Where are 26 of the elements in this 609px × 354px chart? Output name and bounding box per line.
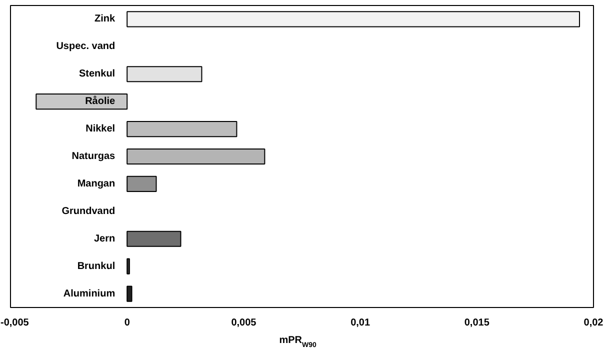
y-tick-label: Jern <box>94 233 116 244</box>
bar <box>126 120 238 138</box>
y-tick-label: Uspec. vand <box>56 41 116 52</box>
x-tick-label: -0,005 <box>0 318 30 328</box>
x-tick-label: 0,015 <box>464 318 490 328</box>
y-tick-label: Stenkul <box>78 68 116 80</box>
bar <box>126 230 182 247</box>
bar <box>36 94 128 110</box>
x-tick-label: 0,005 <box>231 318 257 328</box>
bar <box>126 176 157 192</box>
y-tick-label: Mangan <box>77 178 116 190</box>
y-tick-label: Nikkel <box>86 124 116 135</box>
bar <box>126 148 266 165</box>
y-tick-label: Grundvand <box>62 206 116 217</box>
y-tick-label: Zink <box>94 14 116 25</box>
y-tick-label: Brunkul <box>77 260 116 272</box>
y-tick-label: Aluminium <box>63 288 116 300</box>
x-tick-label: 0,01 <box>350 318 370 328</box>
x-tick-label: 0,02 <box>584 318 604 328</box>
bar <box>126 258 130 274</box>
bar <box>126 66 202 82</box>
y-tick-label: Råolie <box>85 95 116 108</box>
x-tick-label: 0 <box>124 318 130 328</box>
bar <box>126 286 132 302</box>
y-tick-label: Naturgas <box>72 151 116 162</box>
bar <box>126 11 580 28</box>
